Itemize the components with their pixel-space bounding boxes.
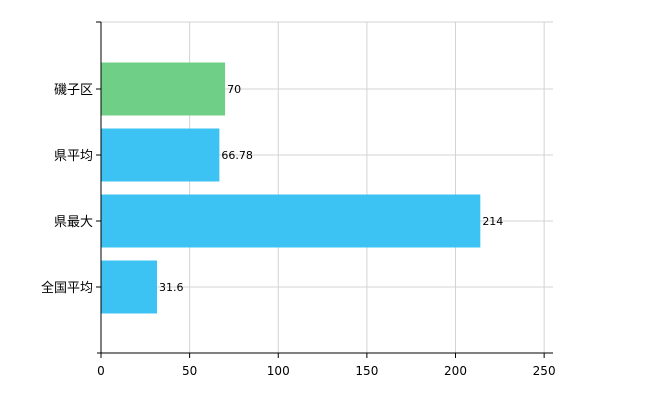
- category-label: 県最大: [54, 215, 93, 230]
- x-tick-label: 150: [355, 364, 378, 378]
- category-label: 県平均: [54, 149, 93, 164]
- data-label: 214: [482, 215, 503, 228]
- x-tick-label: 250: [533, 364, 556, 378]
- category-label: 磯子区: [54, 83, 93, 98]
- x-tick-label: 50: [182, 364, 197, 378]
- x-tick-label: 0: [97, 364, 105, 378]
- data-label: 31.6: [159, 281, 184, 294]
- bar-1: [101, 62, 226, 116]
- x-tick-label: 100: [267, 364, 290, 378]
- category-label: 全国平均: [41, 280, 93, 296]
- axis-layer: [96, 21, 553, 358]
- bar-layer: [101, 62, 481, 314]
- x-tick-label: 200: [444, 364, 467, 378]
- bar-2: [101, 128, 220, 182]
- data-label: 70: [227, 83, 241, 96]
- data-label: 66.78: [221, 149, 253, 162]
- bar-3: [101, 194, 481, 248]
- bar-4: [101, 260, 158, 314]
